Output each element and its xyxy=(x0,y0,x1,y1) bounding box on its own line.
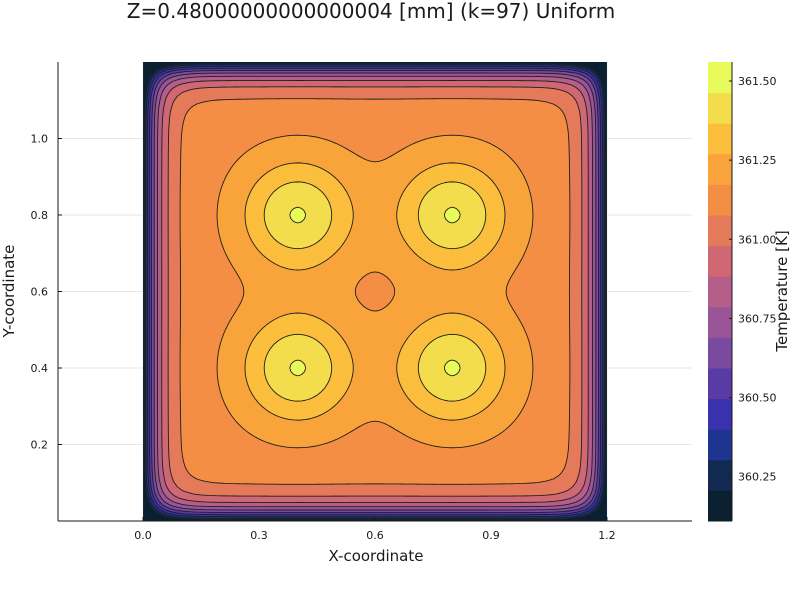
chart-title: Z=0.48000000000000004 [mm] (k=97) Unifor… xyxy=(127,0,615,23)
colorbar: 360.25 360.50 360.75 361.00 361.25 361.50 xyxy=(708,62,777,522)
contour-band xyxy=(180,99,570,485)
x-tick-label: 0.9 xyxy=(482,529,500,542)
colorbar-swatch xyxy=(708,490,732,521)
x-tick-label: 0.0 xyxy=(134,529,152,542)
colorbar-swatch xyxy=(708,93,732,124)
colorbar-tick-label: 360.25 xyxy=(738,471,777,484)
colorbar-tick-label: 361.00 xyxy=(738,233,777,246)
colorbar-swatch xyxy=(708,337,732,368)
colorbar-tick-label: 361.25 xyxy=(738,154,777,167)
colorbar-swatch xyxy=(708,368,732,399)
colorbar-swatch xyxy=(708,246,732,277)
colorbar-tick-label: 360.75 xyxy=(738,312,777,325)
x-tick-label: 0.6 xyxy=(366,529,384,542)
y-tick-label: 1.0 xyxy=(31,133,49,146)
colorbar-swatch xyxy=(708,429,732,460)
colorbar-swatch xyxy=(708,154,732,185)
colorbar-tick-label: 361.50 xyxy=(738,75,777,88)
x-tick-label: 0.3 xyxy=(250,529,268,542)
colorbar-swatch xyxy=(708,215,732,246)
y-axis-label: Y-coordinate xyxy=(0,245,18,339)
y-tick-label: 0.6 xyxy=(31,286,49,299)
colorbar-tick-label: 360.50 xyxy=(738,392,777,405)
y-tick-label: 0.4 xyxy=(31,362,49,375)
colorbar-swatch xyxy=(708,276,732,307)
colorbar-swatch xyxy=(708,123,732,154)
colorbar-swatch xyxy=(708,62,732,93)
colorbar-label: Temperature [K] xyxy=(773,230,791,352)
y-tick-label: 0.2 xyxy=(31,439,49,452)
colorbar-swatch xyxy=(708,460,732,491)
x-tick-labels: 0.0 0.3 0.6 0.9 1.2 xyxy=(134,529,615,542)
x-tick-label: 1.2 xyxy=(598,529,616,542)
y-tick-labels: 0.2 0.4 0.6 0.8 1.0 xyxy=(31,133,49,452)
contour-field xyxy=(143,62,607,521)
contour-fill xyxy=(143,62,607,521)
x-axis-label: X-coordinate xyxy=(329,547,424,565)
colorbar-swatch xyxy=(708,399,732,430)
colorbar-swatch xyxy=(708,307,732,338)
colorbar-swatch xyxy=(708,184,732,215)
y-tick-label: 0.8 xyxy=(31,209,49,222)
